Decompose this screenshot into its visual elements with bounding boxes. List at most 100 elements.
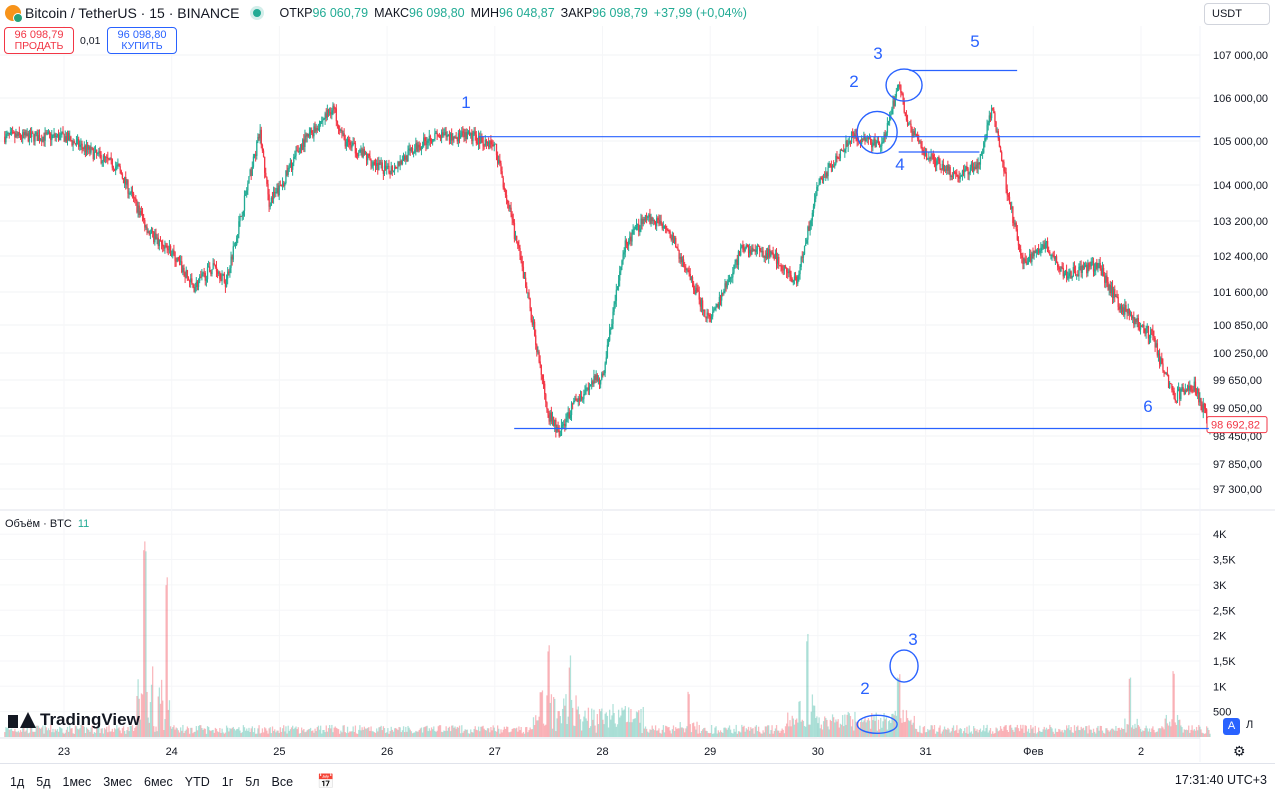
candle-body bbox=[698, 291, 700, 300]
volume-bar bbox=[660, 733, 662, 737]
candle-body bbox=[281, 183, 284, 187]
volume-bar bbox=[216, 731, 219, 737]
volume-bar bbox=[606, 715, 609, 737]
volume-bar bbox=[1123, 729, 1125, 737]
candle-body bbox=[140, 210, 143, 214]
volume-bar bbox=[225, 725, 228, 737]
candle-body bbox=[964, 169, 966, 173]
candle-body bbox=[762, 250, 764, 257]
volume-bar bbox=[667, 727, 669, 737]
volume-bar bbox=[551, 728, 554, 737]
candle-body bbox=[1169, 383, 1171, 389]
candle-body bbox=[633, 228, 635, 230]
tradingview-logo[interactable]: TradingView bbox=[8, 710, 140, 730]
candle-body bbox=[582, 398, 584, 400]
candle-body bbox=[393, 167, 396, 171]
volume-bar bbox=[287, 725, 289, 737]
volume-bar bbox=[398, 726, 400, 737]
currency-selector[interactable]: USDT bbox=[1204, 3, 1270, 25]
volume-bar bbox=[451, 725, 453, 737]
range-5y-button[interactable]: 5л bbox=[245, 774, 260, 789]
candle-body bbox=[890, 114, 892, 118]
volume-bar bbox=[187, 728, 190, 737]
volume-bar bbox=[673, 730, 676, 737]
buy-button[interactable]: 96 098,80 КУПИТЬ bbox=[107, 27, 177, 54]
volume-bar bbox=[625, 722, 628, 737]
range-ytd-button[interactable]: YTD bbox=[184, 774, 210, 789]
gear-icon[interactable]: ⚙ bbox=[1233, 743, 1246, 759]
sell-label: ПРОДАТЬ bbox=[14, 40, 64, 52]
volume-bar bbox=[1005, 725, 1007, 737]
candle-body bbox=[1039, 250, 1041, 253]
range-1d-button[interactable]: 1д bbox=[10, 774, 25, 789]
volume-bar bbox=[516, 727, 518, 737]
volume-bar bbox=[873, 715, 875, 737]
clock[interactable]: 17:31:40 UTC+3 bbox=[1174, 773, 1267, 787]
candle-body bbox=[520, 255, 522, 262]
symbol-title[interactable]: Bitcoin / TetherUS · 15 · BINANCE bbox=[25, 5, 240, 21]
candle-body bbox=[731, 277, 733, 279]
volume-bar bbox=[793, 724, 796, 737]
candle-body bbox=[615, 289, 618, 301]
candle-body bbox=[246, 190, 248, 195]
candle-body bbox=[722, 292, 724, 294]
candle-body bbox=[737, 251, 740, 265]
range-1m-button[interactable]: 1мес bbox=[62, 774, 92, 789]
volume-bar bbox=[1048, 728, 1050, 737]
volume-bar bbox=[719, 730, 722, 737]
volume-bar bbox=[1136, 718, 1138, 737]
candle-body bbox=[1044, 242, 1047, 249]
candle-body bbox=[182, 267, 184, 273]
candle-body bbox=[914, 133, 917, 135]
volume-bar bbox=[884, 719, 886, 737]
ohlc-open-value: 96 060,79 bbox=[312, 6, 369, 20]
candle-body bbox=[1135, 318, 1137, 322]
volume-bar bbox=[442, 732, 444, 737]
volume-bar bbox=[232, 726, 234, 737]
volume-bar bbox=[37, 725, 40, 737]
candle-body bbox=[444, 131, 446, 135]
volume-bar bbox=[164, 719, 166, 737]
candle-body bbox=[703, 309, 705, 312]
candle-body bbox=[999, 146, 1002, 153]
volume-bar bbox=[772, 733, 774, 737]
volume-bar bbox=[1200, 729, 1202, 737]
volume-bar bbox=[126, 730, 128, 737]
range-5d-button[interactable]: 5д bbox=[36, 774, 51, 789]
volume-bar bbox=[242, 725, 245, 737]
volume-legend[interactable]: Объём · BTC 11 bbox=[5, 518, 89, 530]
candle-body bbox=[219, 272, 221, 280]
range-1y-button[interactable]: 1г bbox=[221, 774, 234, 789]
candle-body bbox=[899, 84, 901, 86]
volume-bar bbox=[757, 726, 760, 737]
volume-bar bbox=[353, 731, 355, 737]
candle-body bbox=[517, 241, 519, 246]
sell-button[interactable]: 96 098,79 ПРОДАТЬ bbox=[4, 27, 74, 54]
candle-body bbox=[351, 144, 353, 148]
volume-bar bbox=[368, 727, 370, 737]
range-3m-button[interactable]: 3мес bbox=[103, 774, 132, 789]
candle-body bbox=[864, 137, 866, 142]
log-scale-button[interactable]: Л bbox=[1246, 719, 1254, 731]
volume-bar bbox=[561, 708, 564, 737]
candle-body bbox=[570, 403, 573, 415]
volume-bar bbox=[817, 723, 819, 737]
volume-bar bbox=[855, 721, 857, 737]
auto-scale-button[interactable]: A bbox=[1223, 718, 1240, 735]
candle-body bbox=[1085, 264, 1087, 267]
volume-bar bbox=[589, 726, 592, 737]
candle-body bbox=[66, 133, 69, 142]
volume-bar bbox=[1147, 731, 1150, 737]
candle-body bbox=[1069, 271, 1071, 274]
volume-bar bbox=[1079, 730, 1081, 737]
range-6m-button[interactable]: 6мес bbox=[144, 774, 173, 789]
candle-body bbox=[605, 357, 607, 364]
volume-bar bbox=[882, 721, 884, 737]
range-all-button[interactable]: Все bbox=[271, 774, 294, 789]
volume-bar bbox=[1054, 728, 1057, 737]
volume-bar bbox=[425, 726, 427, 737]
candle-body bbox=[1007, 195, 1010, 197]
volume-bar bbox=[841, 715, 844, 737]
calendar-go-to-date-icon[interactable]: 📅 bbox=[317, 773, 335, 789]
